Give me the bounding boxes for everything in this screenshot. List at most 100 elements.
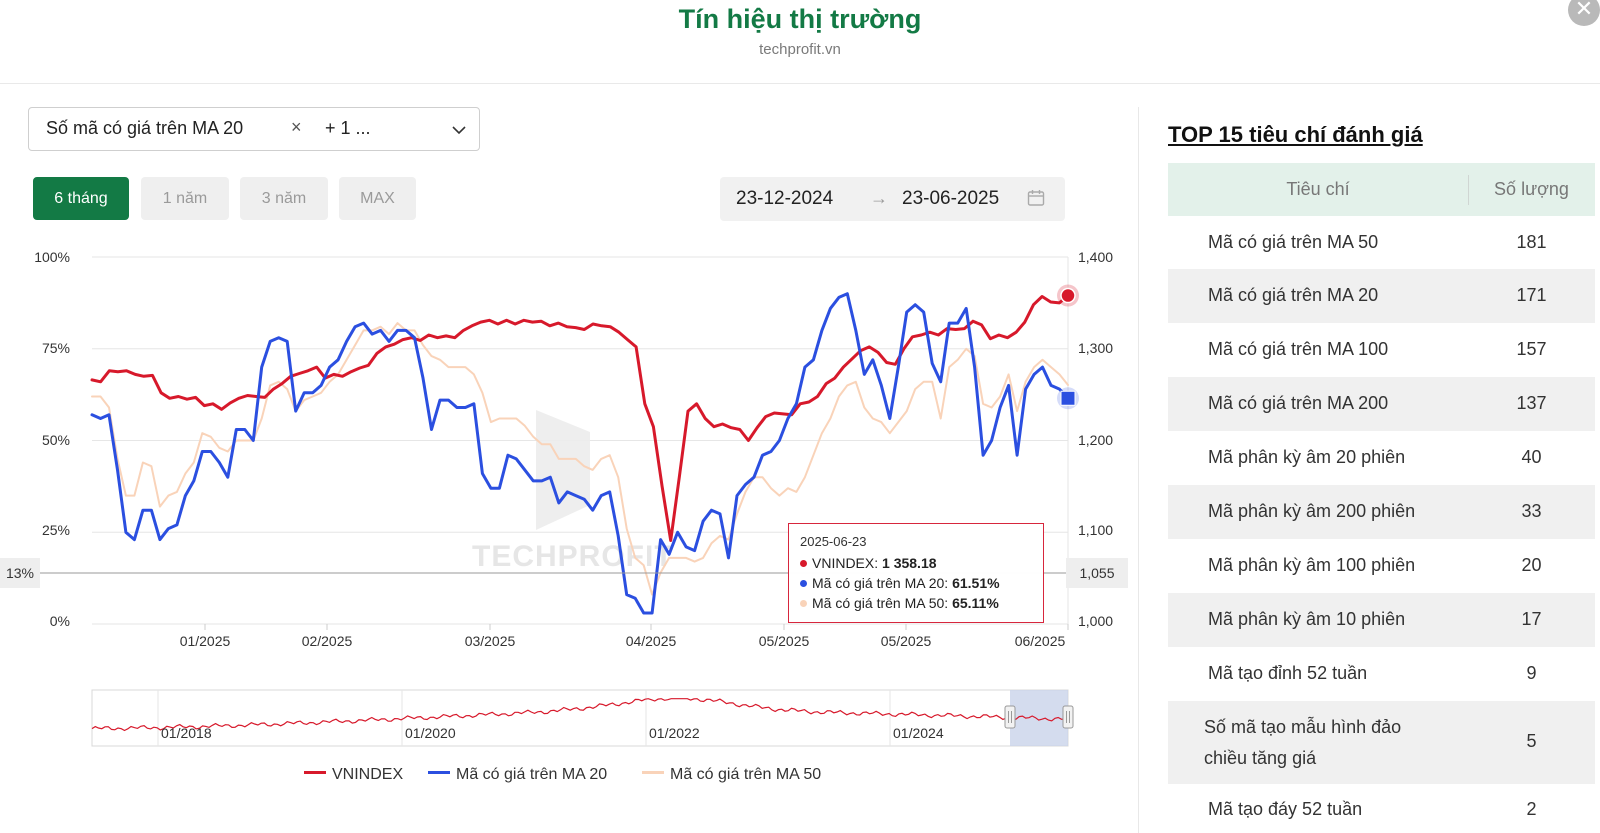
table-row[interactable]: Mã phân kỳ âm 200 phiên 33 [1168, 485, 1595, 539]
row-criteria: Mã tạo đỉnh 52 tuần [1208, 663, 1368, 683]
navigator-frame [91, 689, 1069, 747]
tooltip-row: VNINDEX: 1 358.18 [800, 553, 1032, 573]
range-max-button[interactable]: MAX [339, 177, 416, 220]
tooltip-label: Mã có giá trên MA 20: [812, 575, 953, 591]
series-line-ma20 [90, 292, 1070, 615]
column-header-count: Số lượng [1494, 179, 1569, 199]
close-button[interactable]: ✕ [1568, 0, 1600, 26]
table-row[interactable]: Mã phân kỳ âm 10 phiên 17 [1168, 593, 1595, 647]
table-row[interactable]: Mã tạo đáy 52 tuần 2 [1168, 784, 1595, 833]
chart-watermark: TECHPROFIT [472, 540, 674, 573]
row-count: 17 [1521, 609, 1542, 629]
row-count: 33 [1521, 501, 1542, 521]
row-count: 9 [1526, 663, 1537, 683]
y-left-tick-label: 100% [34, 249, 70, 265]
x-tick-label: 05/2025 [880, 633, 932, 649]
series-dot-icon [800, 579, 807, 587]
tooltip-value: 61.51% [952, 575, 1000, 591]
navigator-label: 01/2018 [161, 725, 212, 741]
row-criteria: Mã tạo đáy 52 tuần [1208, 799, 1363, 819]
crosshair-left-label: 13% [0, 558, 40, 588]
table-row[interactable]: Mã có giá trên MA 50 181 [1168, 216, 1595, 269]
calendar-icon[interactable] [1026, 188, 1046, 208]
remove-tag-icon[interactable]: × [291, 117, 302, 137]
series-dot-icon [800, 559, 807, 567]
y-right-tick-label: 1,200 [1078, 432, 1114, 448]
panel-divider [1138, 107, 1139, 833]
column-header-criteria: Tiêu chí [1286, 179, 1350, 199]
table-row[interactable]: Mã có giá trên MA 100 157 [1168, 323, 1595, 377]
series-dot-icon [800, 599, 807, 607]
market-signal-chart[interactable] [0, 0, 1100, 760]
y-right-tick-label: 1,000 [1078, 613, 1114, 629]
row-count: 5 [1526, 731, 1537, 751]
table-row[interactable]: Số mã tạo mẫu hình đảo chiều tăng giá 5 [1168, 701, 1595, 784]
page-header: Tín hiệu thị trường techprofit.vn [0, 0, 1600, 84]
navigator-label: 01/2022 [649, 725, 700, 741]
legend-label: Mã có giá trên MA 20 [456, 766, 608, 783]
navigator-panel [91, 689, 1074, 747]
tooltip-label: VNINDEX: [812, 555, 883, 571]
y-left-tick-label: 75% [41, 340, 70, 356]
row-count: 171 [1516, 285, 1547, 305]
row-criteria: Mã có giá trên MA 100 [1208, 339, 1389, 359]
crosshair-right-label: 1,055 [1066, 558, 1128, 588]
legend-item-ma20[interactable]: Mã có giá trên MA 20 [428, 766, 607, 786]
x-tick-label: 04/2025 [625, 633, 677, 649]
selected-tag-label: Số mã có giá trên MA 20 [46, 118, 244, 138]
legend-line-icon [642, 771, 664, 775]
range-6-months-button[interactable]: 6 tháng [33, 177, 129, 220]
navigator-label: 01/2024 [893, 725, 944, 741]
table-row[interactable]: Mã phân kỳ âm 100 phiên 20 [1168, 539, 1595, 593]
y-right-tick-label: 1,100 [1078, 522, 1114, 538]
tooltip-value: 1 358.18 [882, 555, 937, 571]
x-tick-label: 02/2025 [301, 633, 353, 649]
tooltip-date: 2025-06-23 [800, 534, 867, 549]
y-right-tick-label: 1,300 [1078, 340, 1114, 356]
date-start-input[interactable]: 23-12-2024 [736, 188, 834, 209]
date-range-picker[interactable]: 23-12-2024 → 23-06-2025 [720, 177, 1065, 221]
tooltip-label: Mã có giá trên MA 50: [812, 595, 953, 611]
chevron-down-icon [452, 126, 466, 135]
x-tick-label: 03/2025 [464, 633, 516, 649]
y-left-tick-label: 50% [41, 432, 70, 448]
table-row[interactable]: Mã phân kỳ âm 20 phiên 40 [1168, 431, 1595, 485]
navigator-line [91, 698, 1069, 732]
table-row[interactable]: Mã có giá trên MA 20 171 [1168, 269, 1595, 323]
row-criteria: Số mã tạo mẫu hình đảo chiều tăng giá [1204, 717, 1402, 768]
row-criteria: Mã phân kỳ âm 20 phiên [1208, 447, 1406, 467]
legend-item-vnindex[interactable]: VNINDEX [304, 766, 403, 786]
y-left-tick-label: 0% [49, 613, 70, 629]
chart-tooltip: 2025-06-23 VNINDEX: 1 358.18 Mã có giá t… [788, 523, 1044, 623]
watermark-logo [536, 410, 590, 530]
top-criteria-title: TOP 15 tiêu chí đánh giá [1168, 122, 1423, 147]
tooltip-value: 65.11% [952, 595, 999, 611]
row-criteria: Mã có giá trên MA 200 [1208, 393, 1389, 413]
indicator-select[interactable]: Số mã có giá trên MA 20 × + 1 ... [28, 107, 480, 151]
row-count: 2 [1526, 799, 1537, 819]
legend-line-icon [428, 771, 450, 775]
series-line-vnindex [90, 294, 1070, 542]
table-row[interactable]: Mã tạo đỉnh 52 tuần 9 [1168, 647, 1595, 701]
range-3-years-button[interactable]: 3 năm [240, 177, 328, 220]
x-tick-label: 06/2025 [1014, 633, 1066, 649]
tooltip-row: Mã có giá trên MA 20: 61.51% [800, 573, 1032, 593]
column-separator [1468, 175, 1469, 205]
more-tags-label: + 1 ... [325, 118, 371, 138]
date-end-input[interactable]: 23-06-2025 [902, 188, 1000, 209]
range-1-year-button[interactable]: 1 năm [141, 177, 229, 220]
x-tick-label: 01/2025 [179, 633, 231, 649]
row-criteria: Mã có giá trên MA 20 [1208, 285, 1379, 305]
ma20-end-marker [1060, 390, 1076, 406]
row-count: 157 [1516, 339, 1547, 359]
navigator-handle [1004, 705, 1016, 729]
vnindex-end-marker [1060, 287, 1076, 304]
row-criteria: Mã có giá trên MA 50 [1208, 232, 1379, 252]
row-count: 20 [1521, 555, 1542, 575]
navigator-handle [1062, 705, 1074, 729]
table-header: Tiêu chí Số lượng [1168, 163, 1595, 216]
legend-item-ma50[interactable]: Mã có giá trên MA 50 [642, 766, 821, 786]
row-criteria: Mã phân kỳ âm 10 phiên [1208, 609, 1406, 629]
x-tick-label: 05/2025 [758, 633, 810, 649]
table-row[interactable]: Mã có giá trên MA 200 137 [1168, 377, 1595, 431]
